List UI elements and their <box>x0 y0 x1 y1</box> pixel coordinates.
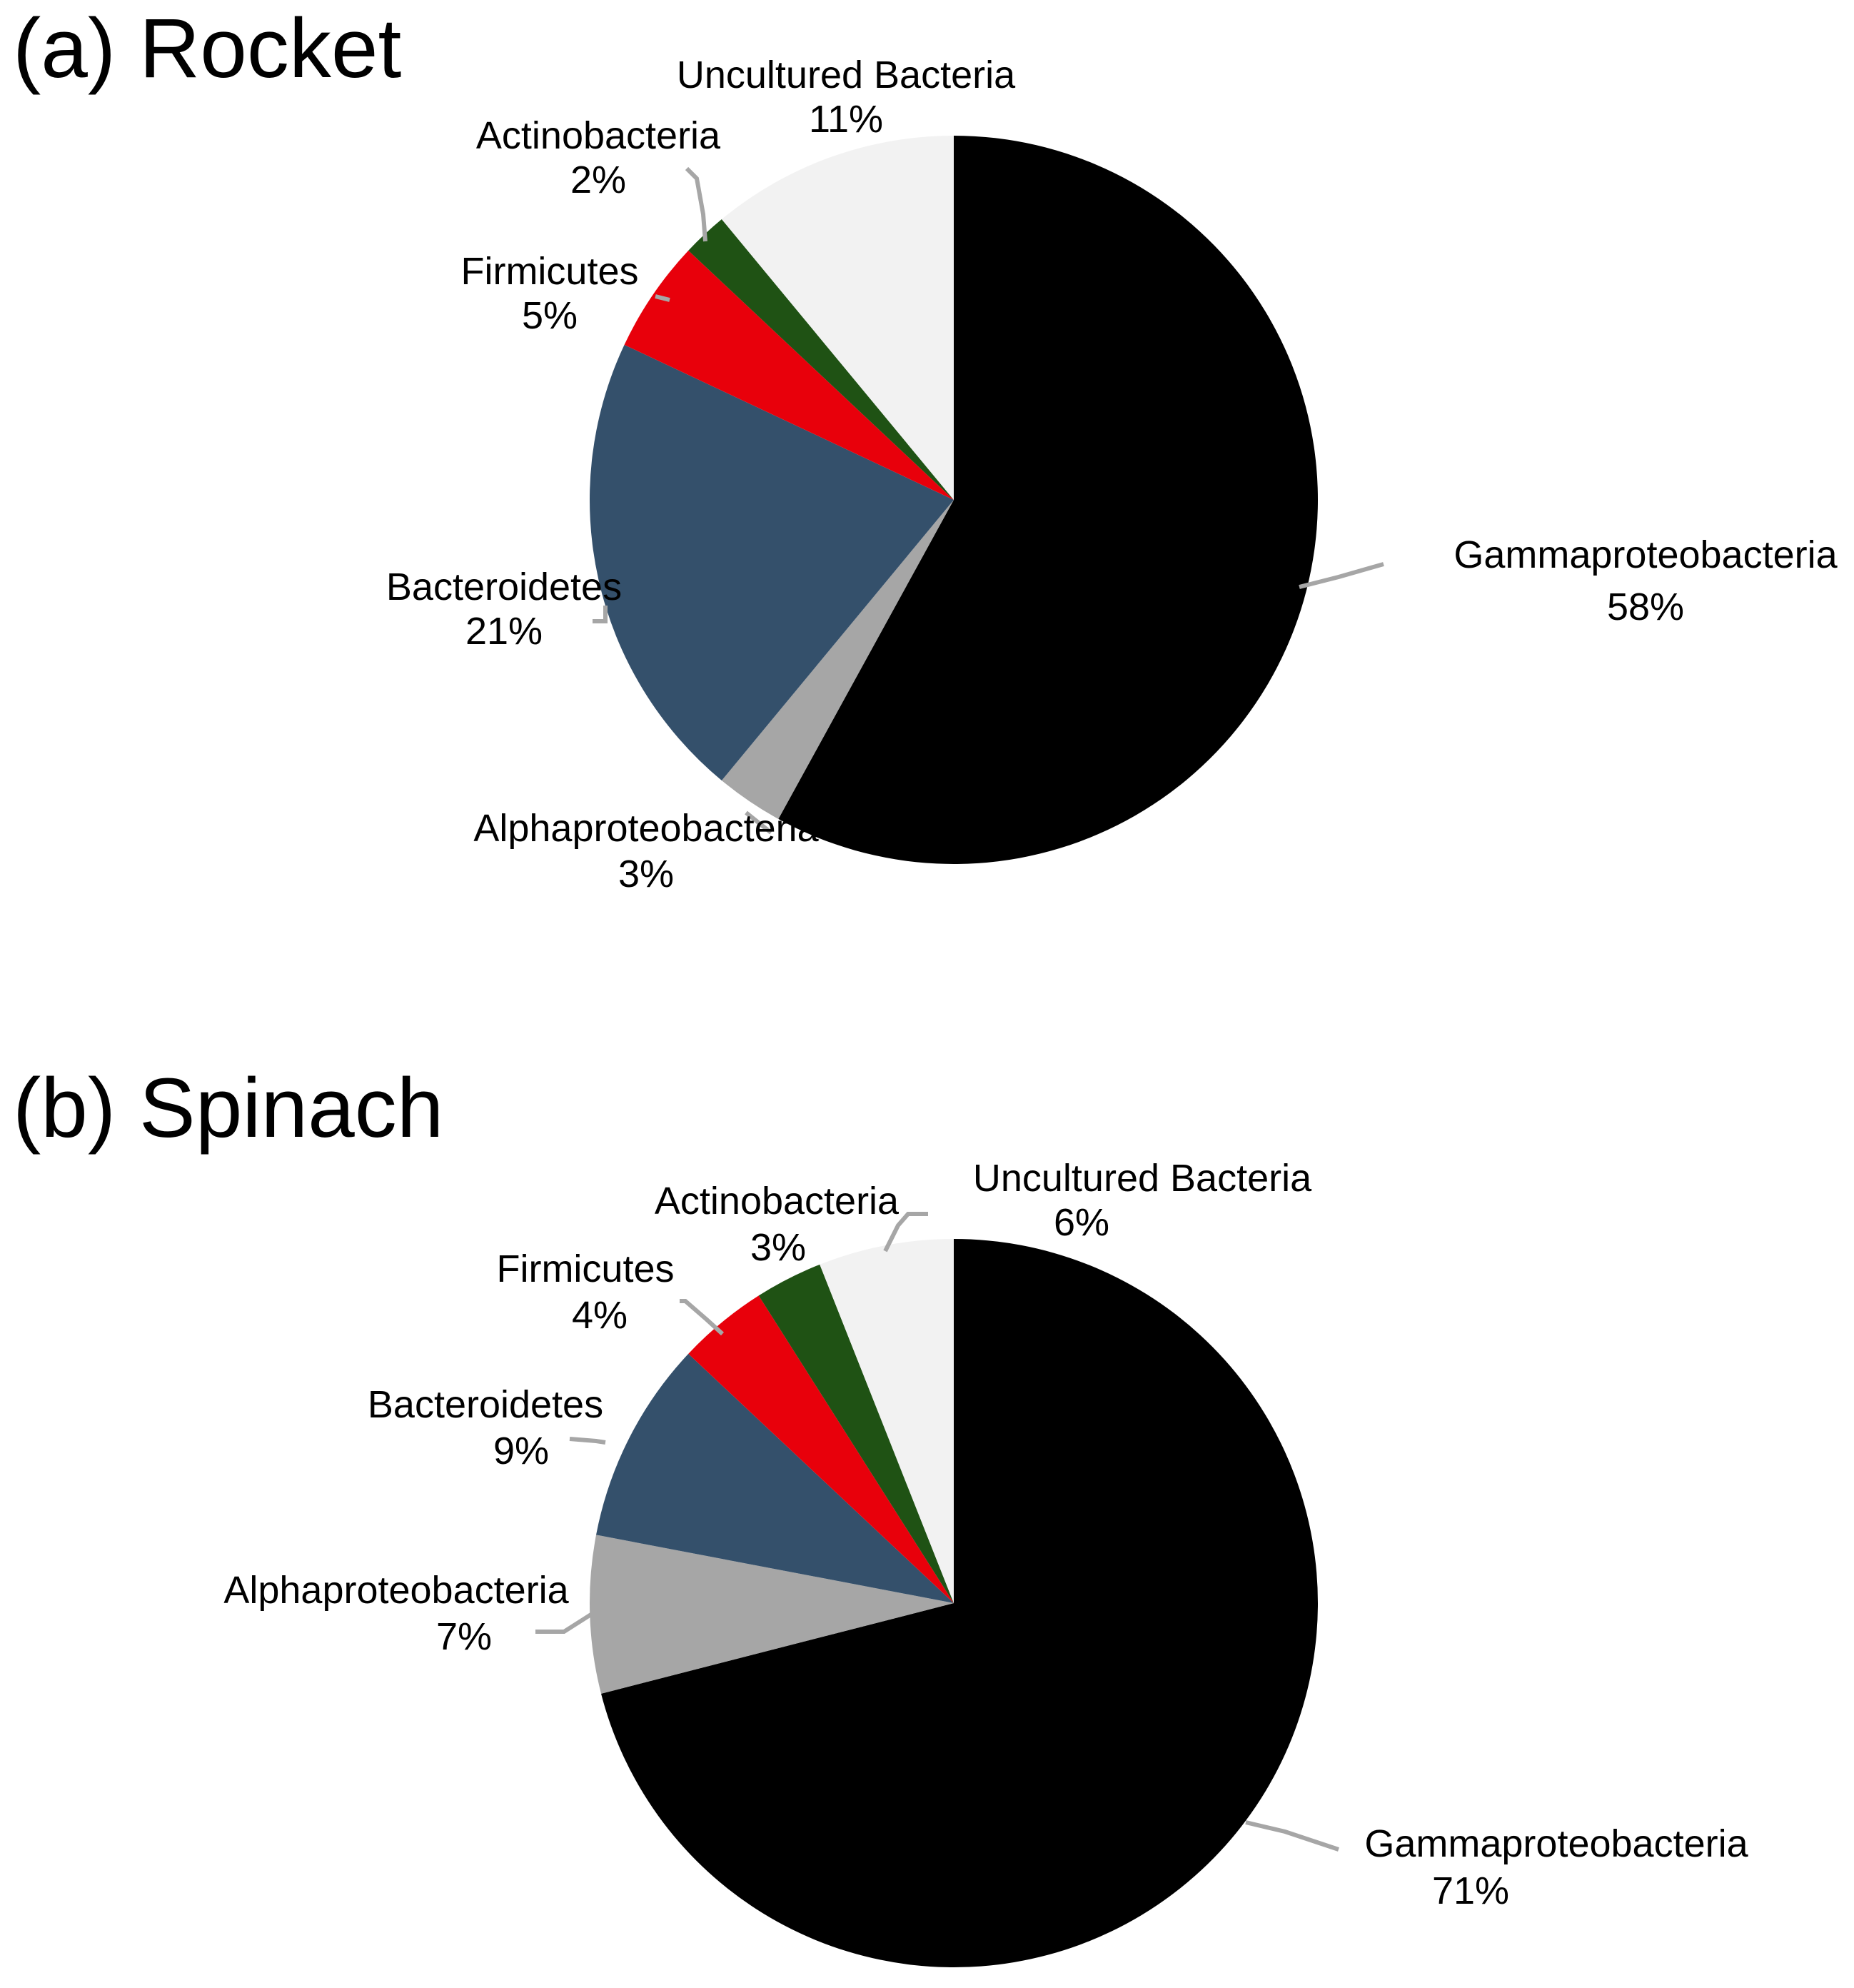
pie-slice-firmicutes <box>688 1295 954 1603</box>
leader-line-alphaproteobacteria <box>535 1605 605 1634</box>
slice-label-name-bacteroidetes: Bacteroidetes <box>386 566 622 608</box>
pie-slice-uncultured-bacteria <box>721 136 954 500</box>
slice-label-name-bacteroidetes: Bacteroidetes <box>368 1383 603 1426</box>
chart-title-rocket: (a) Rocket <box>13 1 401 96</box>
leader-line-uncultured-bacteria <box>883 1212 928 1252</box>
slice-label-value-firmicutes: 4% <box>572 1294 628 1337</box>
slice-label-name-gammaproteobacteria: Gammaproteobacteria <box>1454 533 1838 576</box>
slice-label-value-gammaproteobacteria: 58% <box>1607 586 1684 628</box>
pie-slice-firmicutes <box>624 250 954 500</box>
slice-label-name-actinobacteria: Actinobacteria <box>476 114 721 157</box>
chart-title-spinach: (b) Spinach <box>13 1061 443 1155</box>
slice-label-name-uncultured-bacteria: Uncultured Bacteria <box>677 54 1016 96</box>
slice-label-name-firmicutes: Firmicutes <box>460 250 638 293</box>
slice-label-value-alphaproteobacteria: 3% <box>618 853 674 895</box>
leader-line-gammaproteobacteria <box>1299 562 1384 589</box>
pie-slice-gammaproteobacteria <box>601 1239 1319 1968</box>
pie-slice-actinobacteria <box>758 1264 954 1603</box>
pie-chart-rocket: Gammaproteobacteria 58% Alphaproteobacteri… <box>386 54 1838 895</box>
slice-label-name-gammaproteobacteria: Gammaproteobacteria <box>1364 1822 1748 1865</box>
slice-label-name-actinobacteria: Actinobacteria <box>655 1180 900 1223</box>
leader-line-actinobacteria <box>685 166 707 242</box>
slice-label-value-bacteroidetes: 9% <box>493 1430 549 1472</box>
pie-slice-bacteroidetes <box>590 344 954 780</box>
slice-label-value-actinobacteria: 2% <box>570 159 626 201</box>
slice-label-name-alphaproteobacteria: Alphaproteobacteria <box>473 807 819 850</box>
slice-label-value-alphaproteobacteria: 7% <box>436 1615 492 1658</box>
leader-line-bacteroidetes <box>593 606 608 623</box>
pie-slice-uncultured-bacteria <box>820 1239 954 1603</box>
slice-label-value-bacteroidetes: 21% <box>465 610 543 653</box>
leader-line-firmicutes <box>655 294 670 302</box>
slice-label-name-uncultured-bacteria: Uncultured Bacteria <box>973 1157 1312 1200</box>
pie-slice-gammaproteobacteria <box>778 136 1319 864</box>
leader-line-bacteroidetes <box>569 1437 606 1445</box>
pie-slice-bacteroidetes <box>596 1353 954 1603</box>
pie-slice-actinobacteria <box>688 219 954 500</box>
pie-slice-alphaproteobacteria <box>589 1535 954 1694</box>
slice-label-name-firmicutes: Firmicutes <box>496 1247 674 1290</box>
leader-line-alphaproteobacteria <box>745 810 772 835</box>
leader-line-firmicutes <box>680 1299 725 1336</box>
slice-label-value-firmicutes: 5% <box>522 294 578 337</box>
leader-line-gammaproteobacteria <box>1245 1820 1339 1852</box>
slice-label-value-uncultured-bacteria: 6% <box>1054 1201 1109 1244</box>
pie-slice-alphaproteobacteria <box>721 500 954 819</box>
slice-label-value-uncultured-bacteria: 11% <box>809 98 883 141</box>
slice-label-value-actinobacteria: 3% <box>750 1226 806 1269</box>
slice-label-value-gammaproteobacteria: 71% <box>1432 1869 1509 1912</box>
slice-label-name-alphaproteobacteria: Alphaproteobacteria <box>223 1569 569 1612</box>
